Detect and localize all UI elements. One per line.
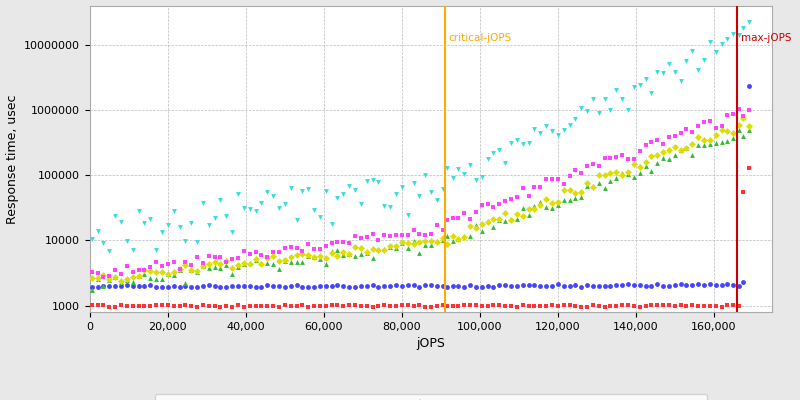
max [518,141,527,146]
Line: 95-th percentile: 95-th percentile [90,116,751,283]
max [169,209,178,214]
95-th percentile [594,173,603,178]
min [344,302,354,307]
median [594,284,603,289]
Line: max: max [90,20,751,254]
min [577,304,586,309]
99-th percentile [280,246,290,251]
99-th percentile [744,107,754,112]
99-th percentile [594,164,603,168]
Y-axis label: Response time, usec: Response time, usec [6,94,18,224]
min [512,304,522,309]
99-th percentile [98,274,108,279]
95-th percentile [350,244,360,249]
95-th percentile [518,214,527,218]
90-th percentile [87,288,97,293]
median [274,283,284,288]
max [274,206,284,210]
max [594,111,603,116]
95-th percentile [87,276,97,280]
max [350,188,360,192]
max [280,201,290,206]
90-th percentile [744,127,754,132]
Text: critical-jOPS: critical-jOPS [449,33,512,43]
99-th percentile [518,186,527,190]
99-th percentile [274,250,284,254]
median [344,285,354,290]
99-th percentile [169,260,178,264]
min [87,302,97,307]
min [274,304,284,309]
95-th percentile [169,269,178,274]
Line: min: min [90,165,751,309]
max [744,20,754,25]
X-axis label: jOPS: jOPS [417,337,446,350]
95-th percentile [738,116,748,121]
90-th percentile [512,217,522,222]
90-th percentile [344,252,354,257]
95-th percentile [744,124,754,128]
Text: max-jOPS: max-jOPS [741,33,791,43]
median [87,284,97,289]
95-th percentile [280,258,290,263]
99-th percentile [350,234,360,239]
90-th percentile [588,184,598,188]
90-th percentile [163,272,173,277]
95-th percentile [274,258,284,263]
99-th percentile [734,107,744,112]
median [518,283,527,288]
min [268,304,278,308]
median [744,84,754,88]
median [268,284,278,288]
max [87,236,97,241]
min [744,166,754,170]
max [105,249,114,254]
Legend: min, median, 90-th percentile, 95-th percentile, 99-th percentile, max: min, median, 90-th percentile, 95-th per… [155,394,707,400]
95-th percentile [116,278,126,283]
Line: 99-th percentile: 99-th percentile [90,107,751,279]
Line: median: median [90,84,751,290]
99-th percentile [87,270,97,274]
90-th percentile [268,262,278,267]
median [163,285,173,290]
Line: 90-th percentile: 90-th percentile [90,127,751,293]
median [442,285,451,290]
min [163,303,173,308]
min [594,304,603,308]
90-th percentile [274,267,284,272]
